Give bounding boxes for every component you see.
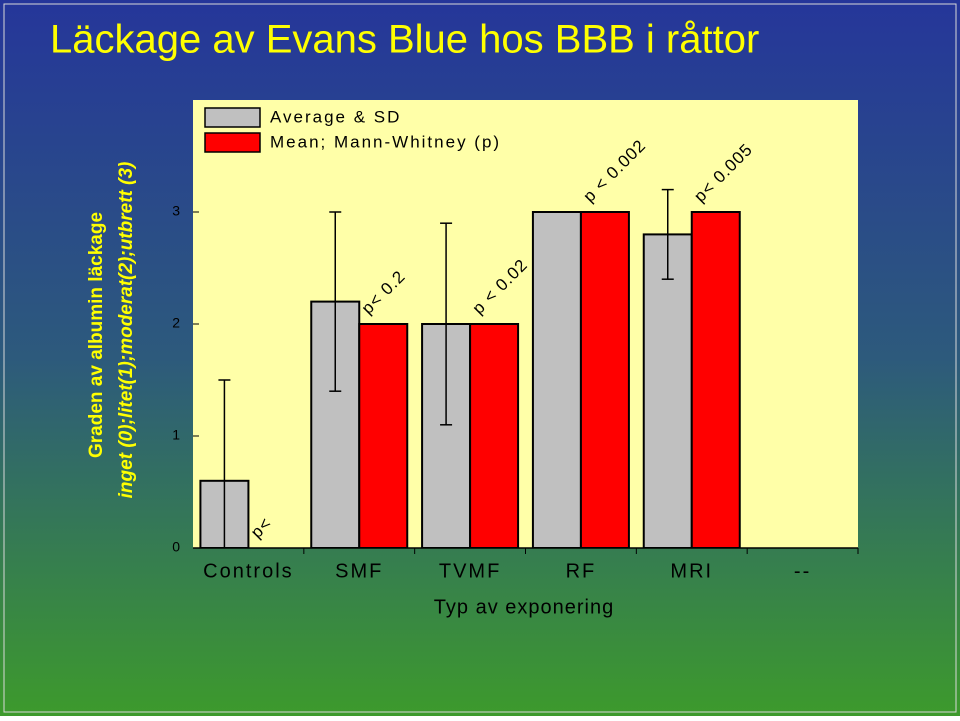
plot-area [193, 100, 858, 548]
bar [579, 211, 630, 548]
y-axis-label: Graden av albumin läckage [86, 212, 107, 458]
x-tick-label: MRI [670, 560, 713, 582]
x-axis-label: Typ av exponering [434, 596, 614, 618]
y-tick-label: 3 [172, 203, 180, 219]
x-tick-label: Controls [203, 560, 293, 582]
error-bar [661, 188, 674, 280]
x-tick-label: SMF [335, 560, 383, 582]
bar [358, 323, 409, 548]
bar [690, 211, 741, 548]
y-tick-label: 2 [172, 315, 180, 331]
chart-title: Läckage av Evans Blue hos BBB i råttor [50, 18, 759, 62]
bars [199, 188, 741, 548]
legend-swatch [204, 132, 261, 153]
error-bar [329, 211, 342, 392]
error-bar [440, 222, 453, 426]
legend-label: Average & SD [270, 107, 401, 126]
bar [642, 233, 693, 548]
x-tick-label: TVMF [439, 560, 501, 582]
y-tick-label: 1 [172, 427, 180, 443]
y-tick-label: 0 [172, 539, 180, 555]
legend-label: Mean; Mann-Whitney (p) [270, 132, 501, 151]
x-tick-label: RF [566, 560, 597, 582]
legend-swatch [204, 107, 261, 128]
bar [531, 211, 582, 548]
frame [3, 3, 957, 713]
x-tick-label: -- [794, 560, 811, 582]
bar [469, 323, 520, 548]
y-axis-label: inget (0);litet(1);moderat(2);utbrett (3… [116, 162, 137, 499]
